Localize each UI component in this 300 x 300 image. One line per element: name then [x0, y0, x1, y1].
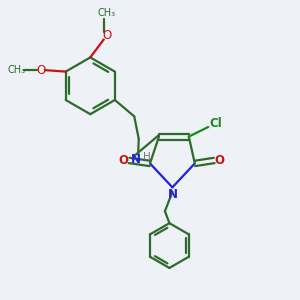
Text: CH₃: CH₃: [8, 65, 26, 75]
Text: O: O: [103, 29, 112, 42]
Text: N: N: [131, 153, 141, 166]
Text: N: N: [167, 188, 177, 201]
Text: O: O: [214, 154, 225, 167]
Text: Cl: Cl: [209, 117, 222, 130]
Text: CH₃: CH₃: [98, 8, 116, 18]
Text: O: O: [36, 64, 46, 76]
Text: H: H: [143, 152, 151, 162]
Text: O: O: [119, 154, 129, 167]
